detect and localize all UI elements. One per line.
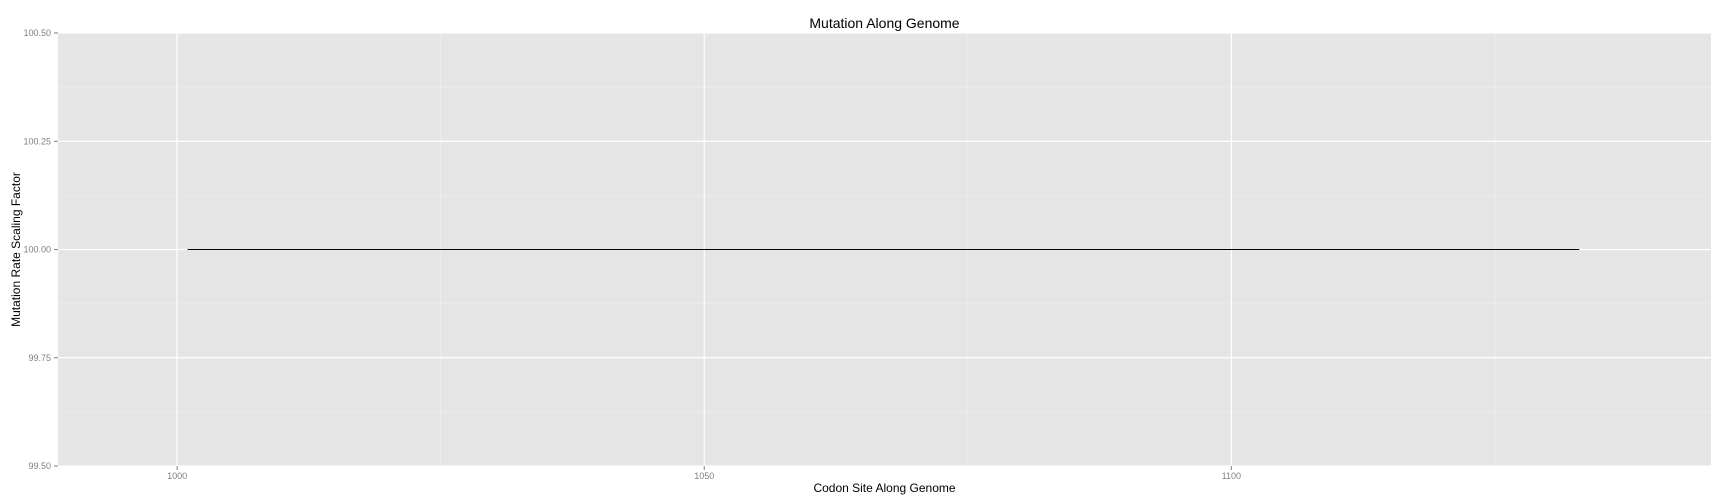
x-axis-ticks: 1000 1050 1100 (167, 466, 1241, 481)
y-tick-label: 99.75 (28, 353, 51, 363)
y-tick-label: 100.00 (23, 245, 51, 255)
x-tick-label: 1100 (1222, 471, 1241, 481)
y-axis-ticks: 99.50 99.75 100.00 100.25 100.50 (23, 28, 58, 471)
y-tick-label: 100.50 (23, 28, 51, 38)
y-axis-label: Mutation Rate Scaling Factor (9, 172, 23, 327)
chart-title: Mutation Along Genome (809, 15, 959, 31)
y-tick-label: 99.50 (28, 461, 51, 471)
x-axis-label: Codon Site Along Genome (813, 481, 955, 495)
x-tick-label: 1000 (167, 471, 187, 481)
y-tick-label: 100.25 (23, 136, 51, 146)
x-tick-label: 1050 (694, 471, 714, 481)
